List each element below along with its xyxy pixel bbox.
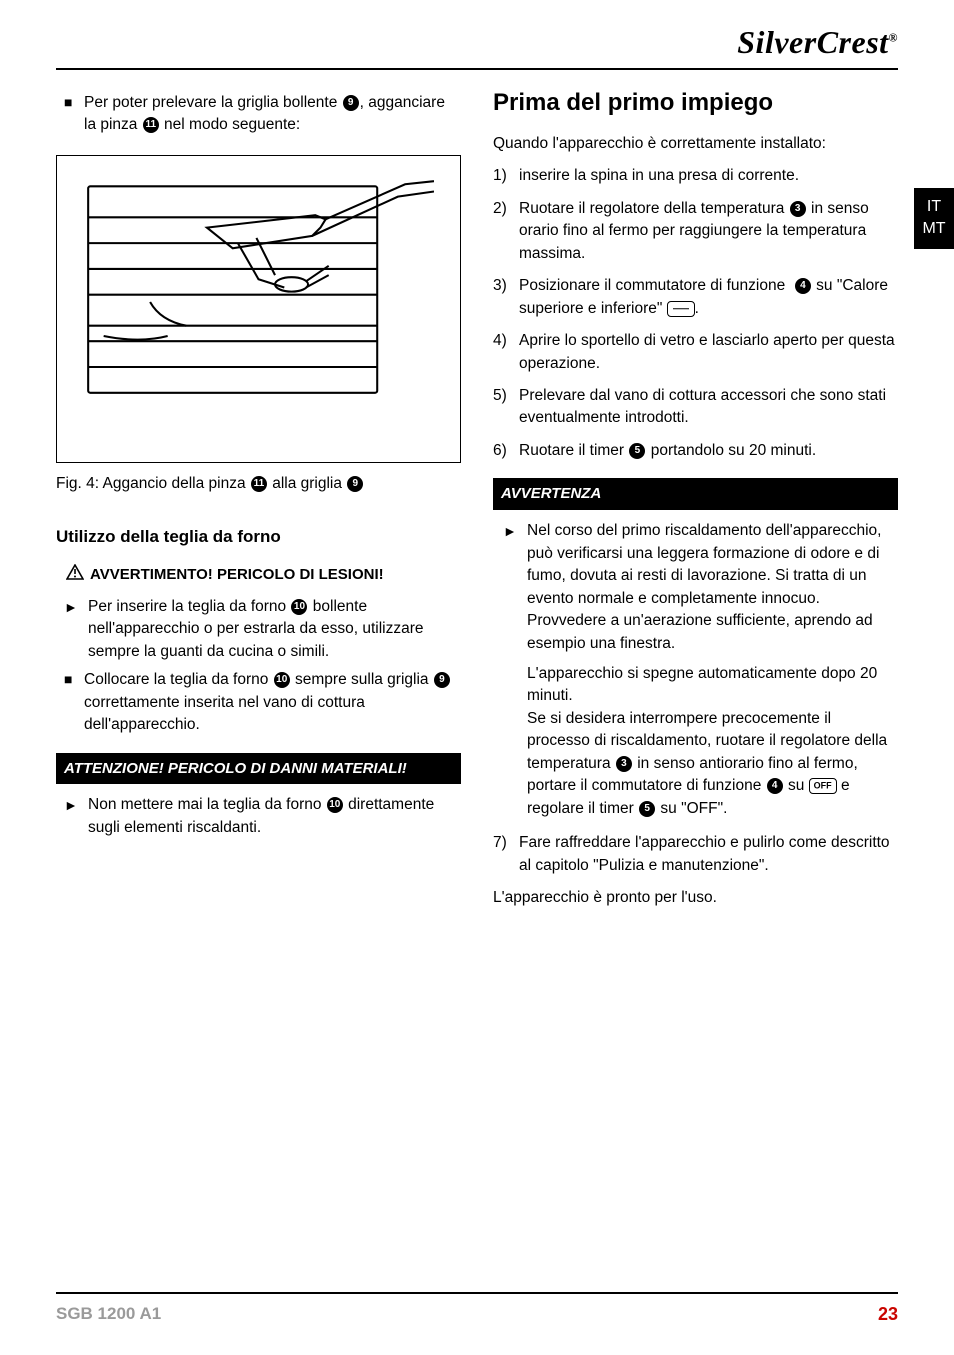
ref-10-icon: 10 xyxy=(274,672,290,688)
section-teglia-heading: Utilizzo della teglia da forno xyxy=(56,525,461,550)
step-num: 4) xyxy=(493,330,519,375)
avvertenza-main: Nel corso del primo riscaldamento dell'a… xyxy=(527,520,898,655)
closing-line: L'apparecchio è pronto per l'uso. xyxy=(493,887,898,909)
caution-body: Non mettere mai la teglia da forno 10 di… xyxy=(88,794,461,839)
language-tab: IT MT xyxy=(914,188,954,249)
stop-early-text: Se si desidera interrompere precocemente… xyxy=(527,710,887,817)
right-column: Prima del primo impiego Quando l'apparec… xyxy=(493,86,898,920)
step-num: 5) xyxy=(493,385,519,430)
header-rule xyxy=(56,68,898,70)
ref-11-icon: 11 xyxy=(251,476,267,492)
step-num: 6) xyxy=(493,440,519,462)
steps-list: 1) inserire la spina in una presa di cor… xyxy=(493,165,898,462)
ref-10-icon: 10 xyxy=(291,599,307,615)
step-text: inserire la spina in una presa di corren… xyxy=(519,165,799,187)
arrow-icon: ► xyxy=(64,795,88,840)
step-num: 7) xyxy=(493,832,519,877)
model-label: SGB 1200 A1 xyxy=(56,1304,161,1325)
brand-reg: ® xyxy=(889,30,898,44)
warning-injury: AVVERTIMENTO! PERICOLO DI LESIONI! xyxy=(66,564,461,586)
intro-line: Quando l'apparecchio è correttamente ins… xyxy=(493,133,898,155)
arrow-icon: ► xyxy=(503,521,527,656)
ref-11-icon: 11 xyxy=(143,117,159,133)
teglia-bullet: ■ Collocare la teglia da forno 10 sempre… xyxy=(64,669,461,736)
step-3: 3) Posizionare il commutatore di funzion… xyxy=(493,275,898,320)
teglia-bullet-text: Collocare la teglia da forno 10 sempre s… xyxy=(84,669,461,736)
step-num: 1) xyxy=(493,165,519,187)
heat-mode-icon xyxy=(667,301,695,317)
step-5: 5) Prelevare dal vano di cottura accesso… xyxy=(493,385,898,430)
ref-3-icon: 3 xyxy=(616,756,632,772)
off-icon xyxy=(809,778,837,794)
step-num: 3) xyxy=(493,275,519,320)
step-text: Ruotare il regolatore della temperatura … xyxy=(519,198,898,265)
lang-mt: MT xyxy=(914,218,954,240)
avvertenza-extra-text: Provvedere a un'aerazione sufficiente, a… xyxy=(527,612,873,651)
left-column: ■ Per poter prelevare la griglia bollent… xyxy=(56,86,461,920)
step-4: 4) Aprire lo sportello di vetro e lascia… xyxy=(493,330,898,375)
avvertenza-bar: AVVERTENZA xyxy=(493,478,898,510)
step-2: 2) Ruotare il regolatore della temperatu… xyxy=(493,198,898,265)
brand-name: SilverCrest xyxy=(737,24,888,60)
ref-5-icon: 5 xyxy=(629,443,645,459)
step-7: 7) Fare raffreddare l'apparecchio e puli… xyxy=(493,832,898,877)
intro-bullet: ■ Per poter prelevare la griglia bollent… xyxy=(64,92,461,137)
steps-list-cont: 7) Fare raffreddare l'apparecchio e puli… xyxy=(493,832,898,877)
intro-bullet-text: Per poter prelevare la griglia bollente … xyxy=(84,92,461,137)
warning-triangle-icon xyxy=(66,564,84,587)
warning-arrow-item: ► Per inserire la teglia da forno 10 bol… xyxy=(64,596,461,663)
step-text: Posizionare il commutatore di funzione 4… xyxy=(519,275,898,320)
avvertenza-arrow: ► Nel corso del primo riscaldamento dell… xyxy=(503,520,898,655)
ref-4-icon: 4 xyxy=(795,278,811,294)
step-1: 1) inserire la spina in una presa di cor… xyxy=(493,165,898,187)
avvertenza-main-text: Nel corso del primo riscaldamento dell'a… xyxy=(527,522,881,606)
step-6: 6) Ruotare il timer 5 portandolo su 20 m… xyxy=(493,440,898,462)
lang-it: IT xyxy=(914,196,954,218)
step-text: Ruotare il timer 5 portandolo su 20 minu… xyxy=(519,440,816,462)
brand-logo: SilverCrest® xyxy=(737,24,898,61)
warning-injury-text: AVVERTIMENTO! PERICOLO DI LESIONI! xyxy=(90,566,384,583)
auto-off-text: L'apparecchio si spegne automaticamente … xyxy=(527,665,877,704)
caution-arrow-item: ► Non mettere mai la teglia da forno 10 … xyxy=(64,794,461,839)
figure-caption: Fig. 4: Aggancio della pinza 11 alla gri… xyxy=(56,473,461,495)
ref-9-icon: 9 xyxy=(434,672,450,688)
warning-injury-body: Per inserire la teglia da forno 10 bolle… xyxy=(88,596,461,663)
avvertenza-body: ► Nel corso del primo riscaldamento dell… xyxy=(503,520,898,820)
caution-bar: ATTENZIONE! PERICOLO DI DANNI MATERIALI! xyxy=(56,753,461,785)
main-heading: Prima del primo impiego xyxy=(493,86,898,121)
square-bullet-icon: ■ xyxy=(64,669,84,736)
grill-clip-illustration xyxy=(83,176,434,434)
ref-4-icon: 4 xyxy=(767,778,783,794)
ref-9-icon: 9 xyxy=(343,95,359,111)
ref-5-icon: 5 xyxy=(639,801,655,817)
page-number: 23 xyxy=(878,1304,898,1325)
square-bullet-icon: ■ xyxy=(64,92,84,137)
page-footer: SGB 1200 A1 23 xyxy=(56,1292,898,1325)
figure-4 xyxy=(56,155,461,463)
ref-3-icon: 3 xyxy=(790,201,806,217)
step-text: Fare raffreddare l'apparecchio e pulirlo… xyxy=(519,832,898,877)
step-text: Prelevare dal vano di cottura accessori … xyxy=(519,385,898,430)
ref-10-icon: 10 xyxy=(327,797,343,813)
arrow-icon: ► xyxy=(64,597,88,664)
ref-9-icon: 9 xyxy=(347,476,363,492)
step-text: Aprire lo sportello di vetro e lasciarlo… xyxy=(519,330,898,375)
auto-off-block: L'apparecchio si spegne automaticamente … xyxy=(527,663,898,820)
step-num: 2) xyxy=(493,198,519,265)
